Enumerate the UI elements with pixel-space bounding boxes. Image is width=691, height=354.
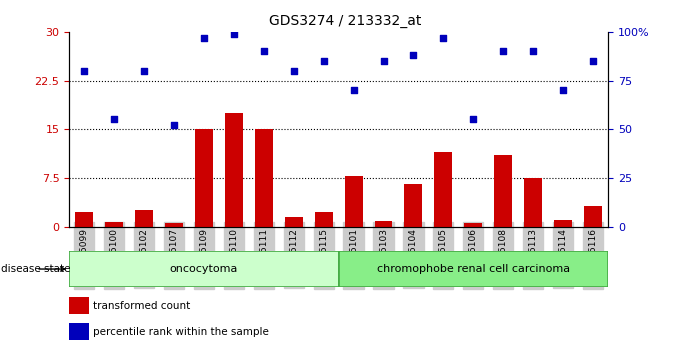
Bar bbox=[584, 206, 602, 227]
Point bbox=[198, 35, 209, 41]
Point bbox=[378, 58, 389, 64]
Text: oncocytoma: oncocytoma bbox=[170, 264, 238, 274]
Point bbox=[169, 122, 180, 128]
Bar bbox=[435, 152, 453, 227]
Bar bbox=[464, 223, 482, 227]
Point bbox=[108, 117, 120, 122]
Bar bbox=[225, 113, 243, 227]
Point bbox=[79, 68, 90, 74]
Point bbox=[288, 68, 299, 74]
Bar bbox=[135, 210, 153, 227]
Bar bbox=[285, 217, 303, 227]
FancyBboxPatch shape bbox=[339, 251, 608, 287]
Point bbox=[438, 35, 449, 41]
Point bbox=[348, 87, 359, 93]
Bar bbox=[195, 129, 213, 227]
Point bbox=[318, 58, 329, 64]
Point bbox=[528, 48, 539, 54]
Bar bbox=[105, 222, 123, 227]
Point bbox=[228, 31, 239, 37]
Point bbox=[138, 68, 149, 74]
Bar bbox=[345, 176, 363, 227]
Bar bbox=[524, 178, 542, 227]
Text: disease state: disease state bbox=[1, 264, 71, 274]
Bar bbox=[75, 212, 93, 227]
Bar bbox=[165, 223, 183, 227]
Text: percentile rank within the sample: percentile rank within the sample bbox=[93, 327, 269, 337]
Point bbox=[498, 48, 509, 54]
Bar bbox=[69, 323, 88, 340]
Point bbox=[558, 87, 569, 93]
Point bbox=[587, 58, 598, 64]
Bar bbox=[404, 184, 422, 227]
Text: transformed count: transformed count bbox=[93, 301, 190, 311]
Bar bbox=[494, 155, 512, 227]
Bar bbox=[255, 129, 273, 227]
Bar bbox=[69, 297, 88, 314]
FancyBboxPatch shape bbox=[69, 251, 339, 287]
Bar bbox=[375, 221, 392, 227]
Text: chromophobe renal cell carcinoma: chromophobe renal cell carcinoma bbox=[377, 264, 570, 274]
Point bbox=[468, 117, 479, 122]
Point bbox=[408, 52, 419, 58]
Bar bbox=[314, 212, 332, 227]
Text: GDS3274 / 213332_at: GDS3274 / 213332_at bbox=[269, 14, 422, 28]
Point bbox=[258, 48, 269, 54]
Bar bbox=[554, 220, 572, 227]
